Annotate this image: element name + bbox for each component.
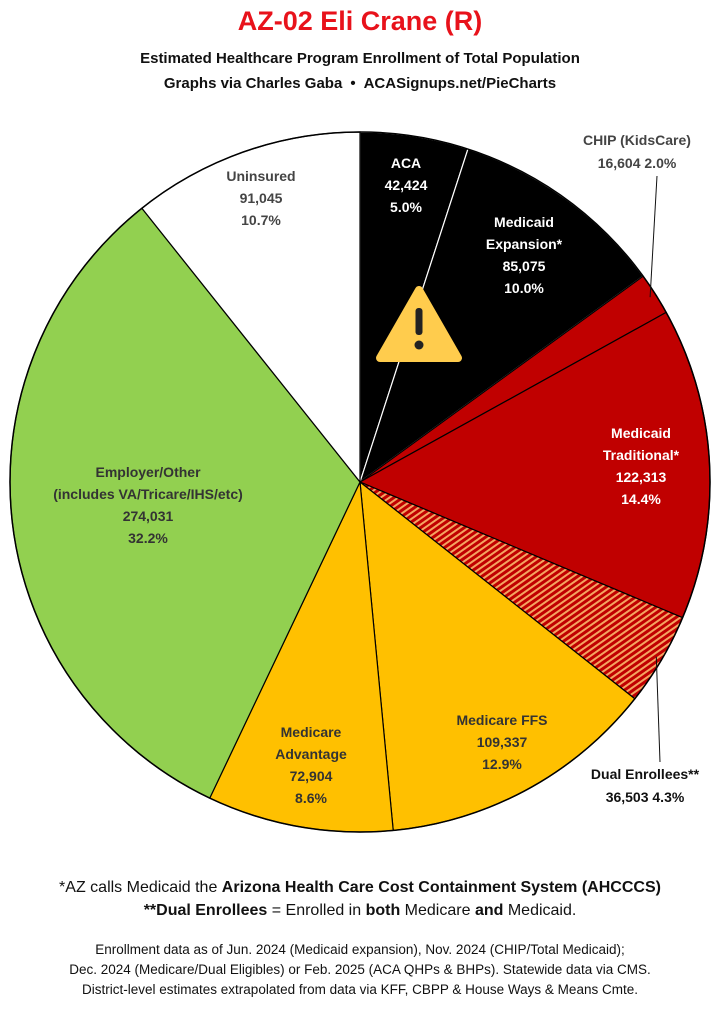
label-aca-percent: 5.0%: [390, 199, 422, 215]
label-advantage-name-1: Medicare: [281, 724, 342, 740]
label-chip-value: 16,604 2.0%: [598, 155, 677, 171]
footnote-dual-text-2: Medicare: [400, 902, 475, 919]
label-expansion-value: 85,075: [503, 258, 546, 274]
chart-credit: Graphs via Charles Gaba • ACASignups.net/P…: [0, 75, 720, 92]
label-chip-name: CHIP (KidsCare): [583, 132, 691, 148]
label-employer-value: 274,031: [123, 508, 174, 524]
label-traditional-percent: 14.4%: [621, 491, 661, 507]
footnote-ahcccs-name: Arizona Health Care Cost Containment Sys…: [221, 879, 661, 896]
leader-lines: [649, 175, 661, 763]
footnote-ahcccs-lead: *AZ calls Medicaid the: [59, 879, 222, 896]
source-line-2: Dec. 2024 (Medicare/Dual Eligibles) or F…: [69, 962, 651, 977]
source-line-3: District-level estimates extrapolated fr…: [82, 982, 638, 997]
source-line-1: Enrollment data as of Jun. 2024 (Medicai…: [95, 942, 625, 957]
label-expansion-percent: 10.0%: [504, 280, 544, 296]
label-medicaid-expansion: Medicaid Expansion* 85,075 10.0%: [486, 214, 563, 296]
leader-line-dual: [655, 656, 661, 763]
label-ffs-value: 109,337: [477, 734, 528, 750]
label-aca-name: ACA: [391, 155, 421, 171]
chart-title: AZ-02 Eli Crane (R): [237, 6, 483, 36]
footnote-dual-text-3: Medicaid.: [503, 902, 577, 919]
label-traditional-value: 122,313: [616, 469, 667, 485]
label-expansion-name-1: Medicaid: [494, 214, 554, 230]
label-aca-value: 42,424: [385, 177, 428, 193]
label-employer-other: Employer/Other (includes VA/Tricare/IHS/…: [53, 464, 243, 546]
footnote-dual-term: **Dual Enrollees: [143, 902, 268, 919]
label-uninsured-value: 91,045: [240, 190, 283, 206]
leader-line-chip: [649, 175, 658, 298]
label-uninsured: Uninsured 91,045 10.7%: [226, 168, 295, 228]
credit-bullet: •: [350, 75, 356, 92]
label-aca: ACA 42,424 5.0%: [385, 155, 428, 215]
pie-slices: [9, 131, 711, 833]
label-medicare-ffs: Medicare FFS 109,337 12.9%: [456, 712, 547, 772]
label-employer-name-1: Employer/Other: [95, 464, 201, 480]
label-dual-enrollees: Dual Enrollees** 36,503 4.3%: [591, 766, 700, 805]
label-medicaid-traditional: Medicaid Traditional* 122,313 14.4%: [603, 425, 680, 507]
label-employer-percent: 32.2%: [128, 530, 168, 546]
pie-outline: [9, 131, 711, 833]
label-traditional-name-2: Traditional*: [603, 447, 680, 463]
credit-author: Graphs via Charles Gaba: [163, 75, 343, 92]
label-advantage-name-2: Advantage: [275, 746, 347, 762]
label-ffs-name: Medicare FFS: [456, 712, 547, 728]
warning-triangle-icon: [376, 286, 462, 362]
pie-chart: ACA 42,424 5.0% Medicaid Expansion* 85,0…: [9, 131, 711, 833]
label-uninsured-name: Uninsured: [226, 168, 295, 184]
label-traditional-name-1: Medicaid: [611, 425, 671, 441]
footnote-dual-and: and: [474, 902, 504, 919]
label-chip: CHIP (KidsCare) 16,604 2.0%: [583, 132, 691, 171]
label-advantage-percent: 8.6%: [295, 790, 327, 806]
label-ffs-percent: 12.9%: [482, 756, 522, 772]
footnote-dual-text-1: = Enrolled in: [267, 902, 366, 919]
label-uninsured-percent: 10.7%: [241, 212, 281, 228]
footnote-dual: **Dual Enrollees = Enrolled in both Medi…: [0, 899, 720, 922]
label-employer-name-2: (includes VA/Tricare/IHS/etc): [53, 486, 243, 502]
credit-url: ACASignups.net/PieCharts: [363, 75, 557, 92]
footnote-ahcccs: *AZ calls Medicaid the Arizona Health Ca…: [0, 876, 720, 899]
chart-subtitle: Estimated Healthcare Program Enrollment …: [140, 50, 580, 67]
label-medicare-advantage: Medicare Advantage 72,904 8.6%: [275, 724, 347, 806]
label-dual-value: 36,503 4.3%: [606, 789, 685, 805]
label-advantage-value: 72,904: [290, 768, 333, 784]
label-expansion-name-2: Expansion*: [486, 236, 563, 252]
footnote-dual-both: both: [365, 902, 401, 919]
label-dual-name: Dual Enrollees**: [591, 766, 700, 782]
